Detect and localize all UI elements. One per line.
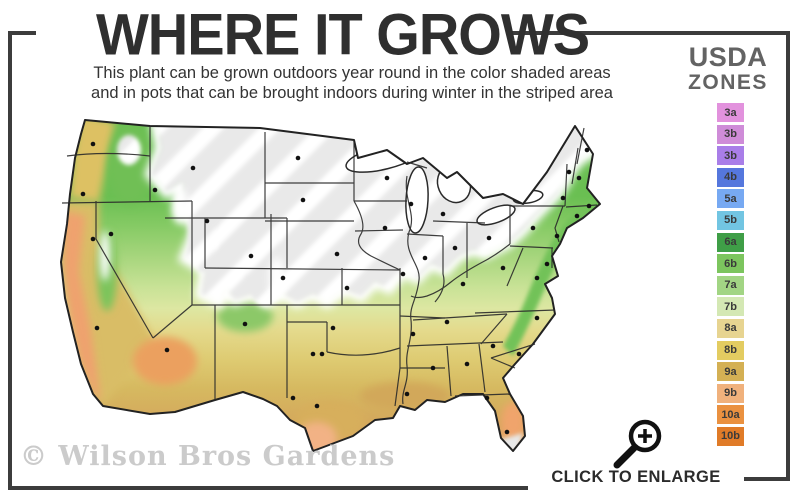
- city-dot: [544, 261, 550, 267]
- city-dot: [344, 285, 350, 291]
- mountain-white-patch: [269, 258, 285, 298]
- zone-chip-6a: 6a: [717, 232, 744, 252]
- zone-chip-5a: 5a: [717, 189, 744, 209]
- city-dot: [566, 169, 572, 175]
- usda-zones-heading: USDA ZONES: [672, 42, 784, 95]
- usda-zones-heading-line2: ZONES: [688, 71, 768, 94]
- click-to-enlarge-label[interactable]: CLICK TO ENLARGE: [551, 468, 721, 486]
- subtitle: This plant can be grown outdoors year ro…: [58, 63, 646, 103]
- zone-chip-3b: 3b: [717, 124, 744, 144]
- zone-chip-10b: 10b: [717, 426, 744, 446]
- city-dot: [152, 187, 158, 193]
- city-dot: [486, 235, 492, 241]
- state-borders: [61, 126, 598, 407]
- subtitle-line-2: and in pots that can be brought indoors …: [91, 84, 613, 102]
- city-dot: [242, 321, 248, 327]
- city-dot: [576, 175, 582, 181]
- frame-bottom-left-segment: [8, 486, 528, 490]
- city-dot: [190, 165, 196, 171]
- city-dot: [400, 271, 406, 277]
- arizona-orange-patch: [133, 337, 197, 385]
- city-dot: [516, 351, 522, 357]
- city-dot: [330, 325, 336, 331]
- city-dot: [586, 203, 592, 209]
- city-dot: [314, 403, 320, 409]
- zone-chip-5b: 5b: [717, 210, 744, 230]
- city-dot: [490, 343, 496, 349]
- city-dot: [404, 391, 410, 397]
- zone-chip-4b: 4b: [717, 167, 744, 187]
- city-dot: [504, 429, 510, 435]
- city-dot: [464, 361, 470, 367]
- city-dot: [534, 315, 540, 321]
- usda-zones-heading-line1: USDA: [688, 42, 768, 72]
- us-zone-map[interactable]: [55, 106, 670, 468]
- zone-chip-3b: 3b: [717, 146, 744, 166]
- zone-chip-6b: 6b: [717, 254, 744, 274]
- city-dot: [90, 236, 96, 242]
- zone-chip-3a: 3a: [717, 103, 744, 122]
- city-dots: [80, 141, 592, 435]
- city-dot: [310, 351, 316, 357]
- magnifier-plus-icon[interactable]: [605, 412, 667, 472]
- city-dot: [295, 155, 301, 161]
- us-outline: [60, 119, 601, 452]
- frame-top-right-segment: [508, 31, 790, 35]
- new-mexico-green-patch: [217, 300, 273, 332]
- zone-chip-8b: 8b: [717, 340, 744, 360]
- city-dot: [534, 275, 540, 281]
- watermark: © Wilson Bros Gardens: [20, 441, 396, 472]
- zone-chip-9a: 9a: [717, 362, 744, 382]
- california-coast-salmon-band: [63, 211, 101, 402]
- zone-chip-7b: 7b: [717, 297, 744, 317]
- city-dot: [94, 325, 100, 331]
- city-dot: [108, 231, 114, 237]
- city-dot: [384, 175, 390, 181]
- city-dot: [280, 275, 286, 281]
- city-dot: [460, 281, 466, 287]
- city-dot: [444, 319, 450, 325]
- city-dot: [422, 255, 428, 261]
- city-dot: [554, 233, 560, 239]
- city-dot: [90, 141, 96, 147]
- city-dot: [530, 225, 536, 231]
- zone-legend: 3a 3b 3b 4b 5a 5b 6a 6b 7a 7b 8a 8b 9a 9b 10a 10b: [717, 103, 744, 449]
- city-dot: [560, 195, 566, 201]
- zone-chip-7a: 7a: [717, 275, 744, 295]
- zone-chip-9b: 9b: [717, 383, 744, 403]
- city-dot: [440, 211, 446, 217]
- frame-bottom-right-segment: [744, 477, 790, 481]
- page-title: WHERE IT GROWS: [95, 1, 590, 68]
- zone-chip-8a: 8a: [717, 318, 744, 338]
- zone-chip-10a: 10a: [717, 405, 744, 425]
- mountain-white-patch: [100, 231, 110, 281]
- city-dot: [164, 347, 170, 353]
- city-dot: [484, 395, 490, 401]
- frame-right-border: [786, 31, 790, 481]
- city-dot: [80, 191, 86, 197]
- city-dot: [430, 365, 436, 371]
- city-dot: [334, 251, 340, 257]
- city-dot: [410, 331, 416, 337]
- city-dot: [574, 213, 580, 219]
- city-dot: [290, 395, 296, 401]
- frame-top-left-segment: [8, 31, 36, 35]
- mountain-white-patch: [172, 188, 188, 224]
- subtitle-line-1: This plant can be grown outdoors year ro…: [93, 64, 611, 82]
- frame-left-border: [8, 31, 12, 490]
- city-dot: [584, 147, 590, 153]
- city-dot: [452, 245, 458, 251]
- city-dot: [319, 351, 325, 357]
- city-dot: [300, 197, 306, 203]
- city-dot: [408, 201, 414, 207]
- city-dot: [500, 265, 506, 271]
- city-dot: [204, 218, 210, 224]
- city-dot: [248, 253, 254, 259]
- city-dot: [382, 225, 388, 231]
- east-coast-green-band: [503, 200, 600, 356]
